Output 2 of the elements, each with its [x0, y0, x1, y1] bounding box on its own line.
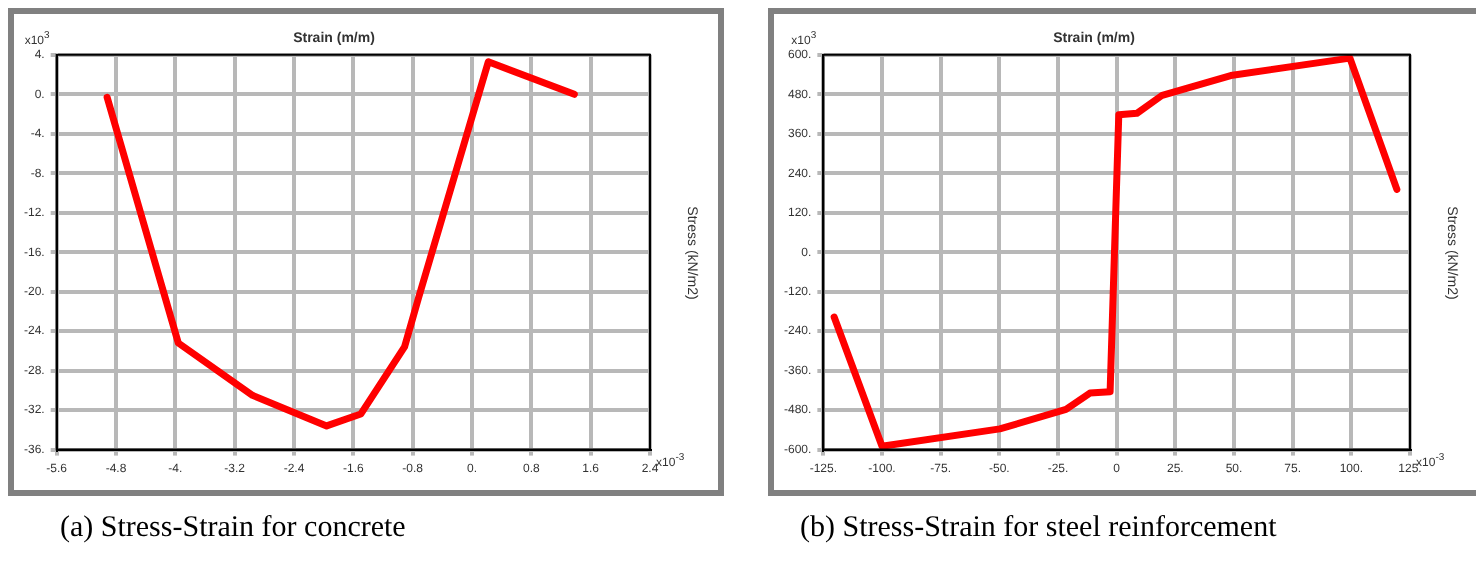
text: (b) Stress-Strain for steel reinforcement — [800, 512, 1277, 546]
text: (a) Stress-Strain for concrete — [60, 512, 406, 546]
